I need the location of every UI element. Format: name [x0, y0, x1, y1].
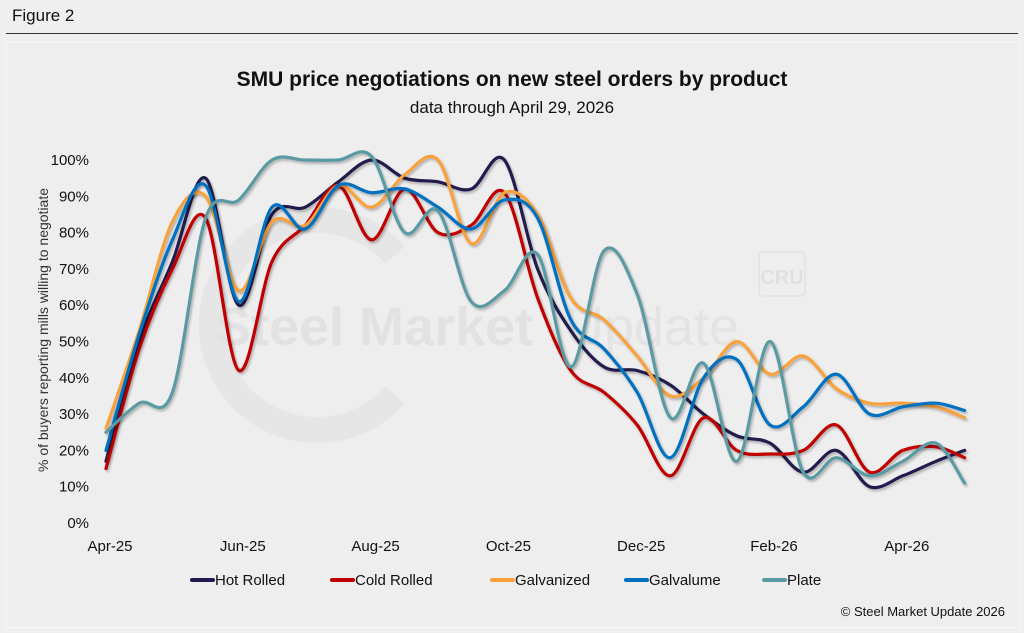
x-tick-label: Apr-25: [87, 538, 132, 555]
y-tick-label: 20%: [59, 442, 89, 459]
x-tick-label: Oct-25: [486, 538, 531, 555]
chart-panel: [6, 42, 1020, 628]
x-tick-label: Jun-25: [220, 538, 266, 555]
y-tick-label: 0%: [67, 515, 89, 532]
figure-label: Figure 2: [12, 6, 75, 25]
x-tick-label: Aug-25: [351, 538, 399, 555]
figure-header: Figure 2: [0, 0, 1024, 34]
y-tick-label: 70%: [59, 261, 89, 278]
x-tick-label: Apr-26: [884, 538, 929, 555]
chart-subtitle: data through April 29, 2026: [410, 98, 614, 117]
y-axis-ticks: 0% 10% 20% 30% 40% 50% 60% 70% 80% 90% 100%: [51, 152, 89, 532]
x-axis-ticks: Apr-25 Jun-25 Aug-25 Oct-25 Dec-25 Feb-26 Apr-…: [87, 538, 929, 555]
legend-item-galvalume: Galvalume: [624, 572, 721, 589]
x-tick-label: Dec-25: [617, 538, 665, 555]
legend-item-cold-rolled: Cold Rolled: [330, 572, 433, 589]
legend-label: Hot Rolled: [215, 572, 285, 589]
x-tick-label: Feb-26: [750, 538, 798, 555]
legend-item-galvanized: Galvanized: [490, 572, 590, 589]
y-tick-label: 100%: [51, 152, 89, 169]
y-axis-label: % of buyers reporting mills willing to n…: [35, 188, 51, 472]
series-line-plate: [104, 150, 967, 485]
legend-label: Galvanized: [515, 572, 590, 589]
y-tick-label: 80%: [59, 225, 89, 242]
legend-item-plate: Plate: [762, 572, 821, 589]
legend-label: Plate: [787, 572, 821, 589]
series-line-cold-rolled: [104, 183, 967, 478]
y-tick-label: 40%: [59, 370, 89, 387]
series-line-galvanized: [104, 154, 967, 431]
series-line-galvalume: [104, 182, 967, 460]
legend-item-hot-rolled: Hot Rolled: [190, 572, 285, 589]
cru-badge-text: CRU: [760, 267, 803, 289]
legend: Hot Rolled Cold Rolled Galvanized Galvalume…: [190, 572, 821, 589]
chart-title: SMU price negotiations on new steel orde…: [237, 68, 788, 91]
watermark-swoosh-icon: [198, 207, 405, 443]
series-lines: [104, 150, 967, 490]
credit-text: © Steel Market Update 2026: [841, 604, 1005, 619]
y-tick-label: 90%: [59, 188, 89, 205]
legend-label: Cold Rolled: [355, 572, 433, 589]
y-tick-label: 60%: [59, 297, 89, 314]
cru-badge-icon: [758, 251, 806, 297]
legend-label: Galvalume: [649, 572, 721, 589]
y-tick-label: 30%: [59, 406, 89, 423]
y-tick-label: 50%: [59, 334, 89, 351]
y-tick-label: 10%: [59, 479, 89, 496]
header-divider: [6, 33, 1018, 34]
